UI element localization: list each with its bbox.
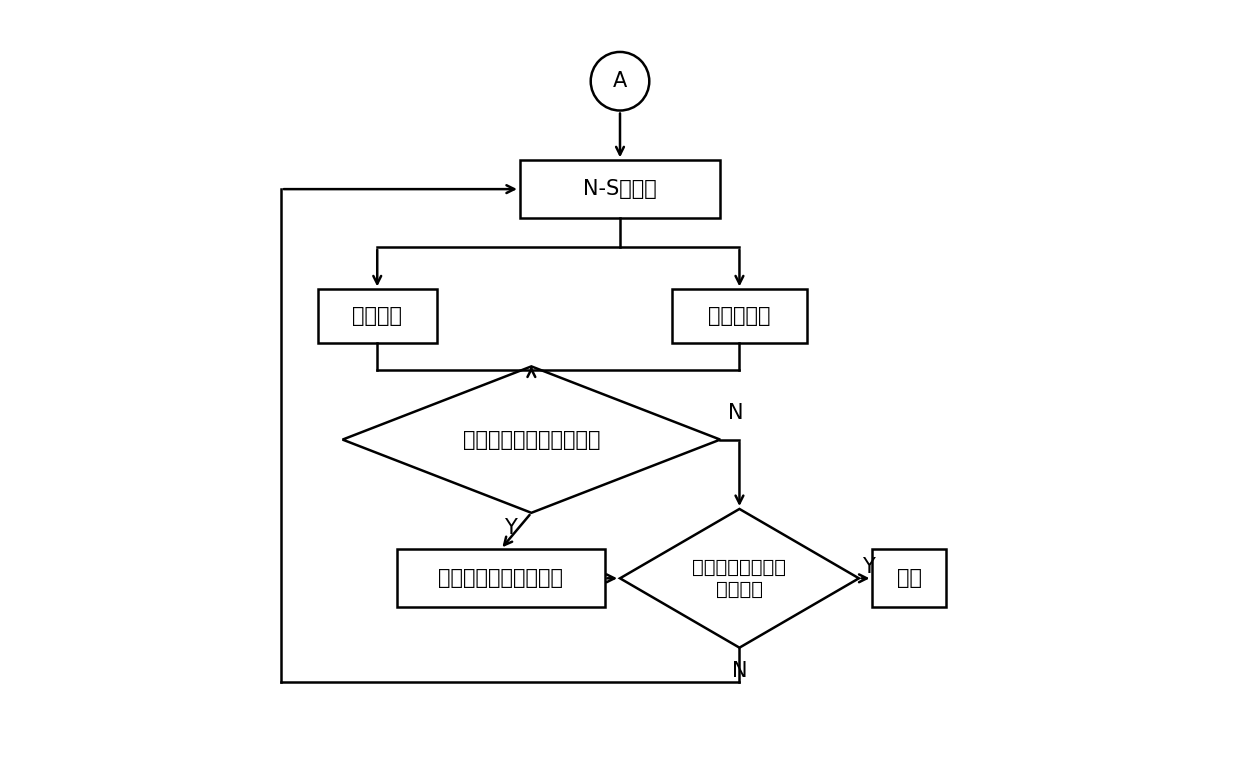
Text: 判断是否达到计算
时间设定: 判断是否达到计算 时间设定 xyxy=(692,558,786,599)
Bar xyxy=(520,160,720,218)
Text: N: N xyxy=(732,661,748,681)
Circle shape xyxy=(590,52,650,111)
Polygon shape xyxy=(342,366,720,513)
Text: 判断水压是否大于瓦斯压: 判断水压是否大于瓦斯压 xyxy=(463,429,600,449)
Text: Y: Y xyxy=(863,557,875,576)
Bar xyxy=(873,549,946,607)
Text: N-S初始化: N-S初始化 xyxy=(583,179,657,199)
Text: 结束: 结束 xyxy=(897,569,921,588)
Text: N: N xyxy=(728,403,743,423)
Text: Y: Y xyxy=(505,518,517,538)
Bar xyxy=(672,289,807,344)
Polygon shape xyxy=(620,509,859,647)
Bar xyxy=(397,549,605,607)
Text: 下一网格材料变更为水: 下一网格材料变更为水 xyxy=(438,569,563,588)
Text: 计算水压: 计算水压 xyxy=(352,306,402,326)
Bar xyxy=(317,289,436,344)
Text: A: A xyxy=(613,71,627,91)
Text: 计算瓦斯压: 计算瓦斯压 xyxy=(708,306,771,326)
